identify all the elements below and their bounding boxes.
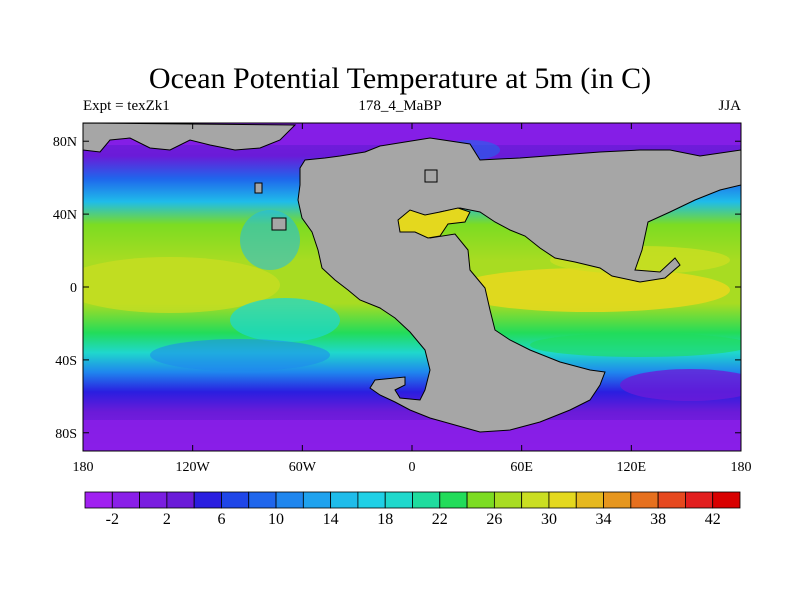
- colorbar-swatch: [384, 491, 413, 509]
- land-island: [424, 169, 438, 183]
- lon-label: 120E: [617, 460, 647, 475]
- colorbar-swatch: [248, 491, 277, 509]
- colorbar-swatch: [657, 491, 686, 509]
- colorbar-swatch: [330, 491, 359, 509]
- colorbar-label: 2: [163, 511, 171, 528]
- lon-label: 180: [73, 460, 94, 475]
- colorbar-label: 14: [323, 511, 339, 528]
- colorbar-swatch: [466, 491, 495, 509]
- lat-label: 0: [70, 281, 77, 296]
- colorbar-swatch: [111, 491, 140, 509]
- ocean-field: [83, 123, 741, 451]
- lat-label: 40N: [53, 208, 77, 223]
- inland-sea: [397, 207, 471, 239]
- latitude-axis: 80N 40N 0 40S 80S: [53, 135, 741, 442]
- colorbar-label: 22: [432, 511, 448, 528]
- center-string: 178_4_MaBP: [358, 98, 442, 114]
- colorbar-swatch: [603, 491, 632, 509]
- colorbar-swatch: [193, 491, 222, 509]
- land-island: [254, 182, 263, 194]
- colorbar: -2 2 6 10 14 18 22 26 30 34 38 42: [84, 491, 741, 528]
- colorbar-swatch: [439, 491, 468, 509]
- colorbar-swatch: [166, 491, 195, 509]
- colorbar-label: 42: [705, 511, 721, 528]
- colorbar-label: 6: [217, 511, 225, 528]
- lon-label: 180: [731, 460, 752, 475]
- colorbar-swatch: [84, 491, 113, 509]
- colorbar-swatch: [575, 491, 604, 509]
- lat-label: 80N: [53, 135, 77, 150]
- colorbar-label: 10: [268, 511, 284, 528]
- colorbar-swatch: [712, 491, 741, 509]
- colorbar-label: 34: [596, 511, 612, 528]
- longitude-axis: 180 120W 60W 0 60E 120E 180: [73, 123, 752, 475]
- colorbar-swatch: [493, 491, 523, 509]
- lat-label: 80S: [55, 427, 77, 442]
- land-island: [271, 217, 287, 231]
- lon-label: 60W: [289, 460, 317, 475]
- lat-label: 40S: [55, 354, 77, 369]
- colorbar-swatch: [221, 491, 250, 509]
- right-string: JJA: [718, 98, 741, 114]
- lon-label: 60E: [510, 460, 533, 475]
- colorbar-label: 18: [377, 511, 393, 528]
- left-string: Expt = texZk1: [83, 98, 170, 114]
- colorbar-swatch: [302, 491, 332, 509]
- land-north-west: [83, 123, 297, 153]
- colorbar-label: 26: [486, 511, 502, 528]
- plot-title: Ocean Potential Temperature at 5m (in C): [148, 62, 652, 95]
- colorbar-swatch: [412, 491, 441, 509]
- lon-label: 120W: [176, 460, 211, 475]
- colorbar-swatch: [357, 491, 386, 509]
- colorbar-swatch: [275, 491, 304, 509]
- colorbar-label: 38: [650, 511, 666, 528]
- colorbar-label: -2: [106, 511, 119, 528]
- colorbar-label: 30: [541, 511, 557, 528]
- colorbar-swatch: [521, 491, 550, 509]
- colorbar-swatch: [548, 491, 577, 509]
- colorbar-swatch: [685, 491, 714, 509]
- lon-label: 0: [409, 460, 416, 475]
- colorbar-swatch: [630, 491, 659, 509]
- colorbar-swatch: [139, 491, 168, 509]
